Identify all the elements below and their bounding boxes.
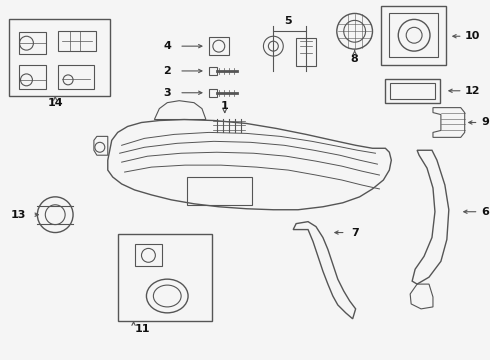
Text: 1: 1 (221, 101, 229, 111)
Text: 3: 3 (164, 88, 171, 98)
Text: 10: 10 (465, 31, 480, 41)
Bar (209, 89, 217, 97)
Bar (58, 31, 96, 51)
Bar (19, 65, 46, 89)
Bar (58, 65, 94, 89)
Text: 14: 14 (48, 98, 63, 108)
Text: 6: 6 (482, 207, 490, 217)
Bar (118, 234, 212, 321)
Text: 5: 5 (284, 16, 292, 26)
Bar (381, 5, 446, 65)
Text: 12: 12 (465, 86, 480, 96)
Text: 2: 2 (163, 66, 171, 76)
Bar (209, 37, 229, 55)
Text: 11: 11 (135, 324, 150, 334)
Bar (19, 32, 46, 54)
Bar (390, 13, 438, 57)
Text: 13: 13 (11, 210, 26, 220)
Text: 9: 9 (482, 117, 490, 127)
Bar (385, 79, 440, 103)
Bar (9, 19, 110, 96)
Bar (296, 38, 316, 66)
Text: 8: 8 (351, 54, 359, 64)
Text: 4: 4 (163, 41, 171, 51)
Bar (209, 67, 217, 75)
Bar (391, 83, 435, 99)
Text: 7: 7 (351, 228, 359, 238)
Bar (187, 177, 251, 205)
Bar (135, 244, 162, 266)
